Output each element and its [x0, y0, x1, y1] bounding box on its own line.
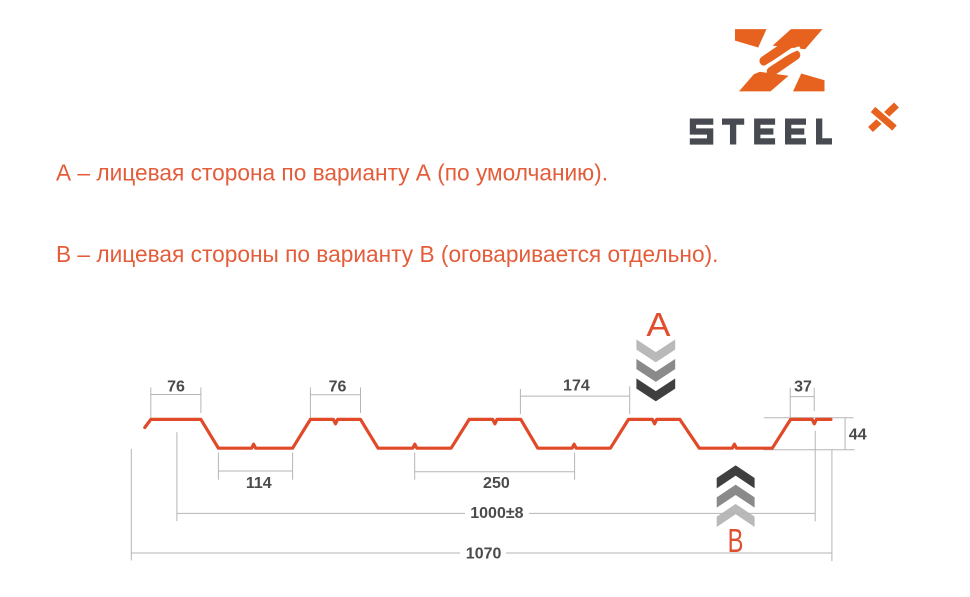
svg-text:44: 44 — [849, 427, 867, 444]
svg-text:37: 37 — [794, 378, 812, 395]
svg-text:114: 114 — [246, 475, 272, 492]
svg-text:76: 76 — [167, 379, 185, 396]
svg-text:В: В — [728, 522, 744, 559]
svg-text:В – лицевая стороны по вариант: В – лицевая стороны по варианту В (огова… — [56, 241, 718, 267]
svg-text:174: 174 — [563, 378, 590, 395]
svg-text:76: 76 — [329, 379, 347, 396]
svg-text:1070: 1070 — [466, 546, 502, 563]
svg-text:250: 250 — [483, 475, 510, 492]
svg-text:1000±8: 1000±8 — [470, 505, 523, 522]
svg-text:А: А — [646, 306, 670, 343]
svg-text:А – лицевая сторона по вариант: А – лицевая сторона по варианту А (по ум… — [56, 160, 608, 186]
